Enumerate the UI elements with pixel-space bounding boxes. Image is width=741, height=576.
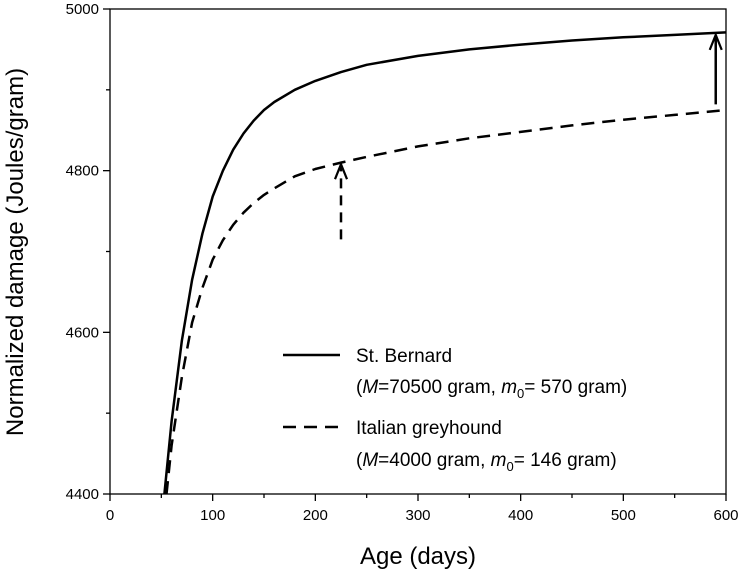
y-axis-title: Normalized damage (Joules/gram) bbox=[2, 68, 29, 436]
arrow-head-1 bbox=[333, 161, 349, 180]
x-axis-title: Age (days) bbox=[360, 543, 476, 570]
arrow-head-2 bbox=[708, 31, 723, 51]
legend-label-series-1: St. Bernard bbox=[356, 346, 452, 367]
y-tick-label: 4800 bbox=[66, 163, 99, 180]
y-tick-label: 4600 bbox=[66, 324, 99, 341]
legend: St. Bernard (M=70500 gram, m0= 570 gram)… bbox=[283, 346, 627, 474]
arrow-layer bbox=[333, 31, 723, 240]
x-tick-label: 600 bbox=[713, 507, 738, 524]
series-line-1 bbox=[163, 31, 727, 495]
y-tick-label: 4400 bbox=[66, 486, 99, 503]
series-line-2 bbox=[165, 108, 727, 495]
legend-detail-series-2: (M=4000 gram, m0= 146 gram) bbox=[356, 450, 617, 474]
x-tick-label: 400 bbox=[508, 507, 533, 524]
y-tick-label: 5000 bbox=[66, 1, 99, 18]
x-tick-label: 300 bbox=[405, 507, 430, 524]
x-axis: 0 100 200 300 400 500 600 bbox=[106, 494, 739, 524]
x-tick-label: 200 bbox=[303, 507, 328, 524]
legend-label-series-2: Italian greyhound bbox=[356, 418, 502, 439]
x-tick-label: 0 bbox=[106, 507, 114, 524]
series-layer bbox=[163, 31, 727, 495]
legend-detail-series-1: (M=70500 gram, m0= 570 gram) bbox=[356, 377, 627, 401]
y-axis: 4400 4600 4800 5000 bbox=[66, 1, 110, 503]
x-tick-label: 100 bbox=[200, 507, 225, 524]
x-tick-label: 500 bbox=[611, 507, 636, 524]
